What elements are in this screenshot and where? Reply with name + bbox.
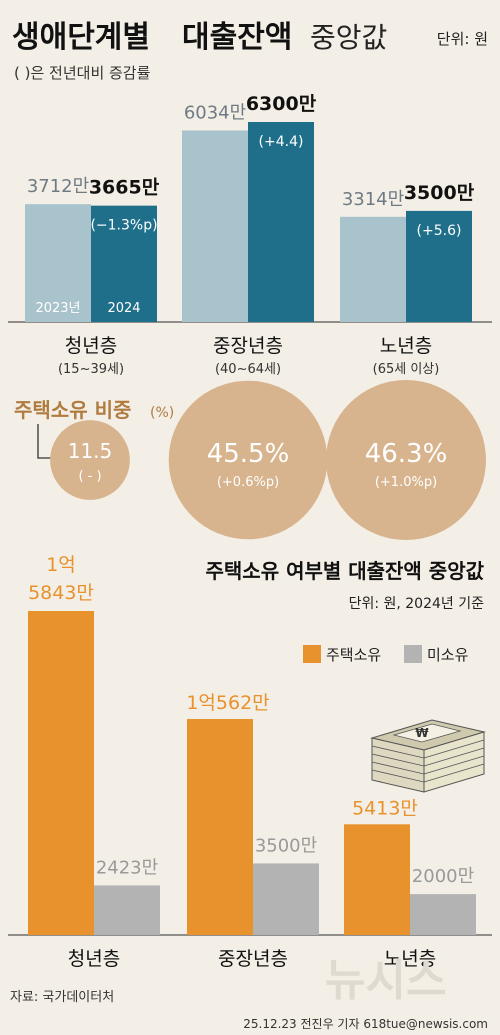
svg-text:₩: ₩ bbox=[415, 726, 429, 740]
bubble-value-2: 46.3% bbox=[365, 439, 448, 469]
label-owner-line1-0: 1억 bbox=[46, 554, 76, 576]
bar-2024-2 bbox=[406, 210, 472, 322]
title-part-b: 대출잔액 bbox=[182, 20, 292, 55]
bubble-value-0: 11.5 bbox=[68, 439, 113, 463]
label-2023-1: 6034만 bbox=[184, 102, 246, 123]
label-nonowner-1: 3500만 bbox=[255, 835, 317, 856]
category-label-1: 중장년층 bbox=[213, 335, 283, 357]
category-label-2: 노년층 bbox=[380, 335, 432, 357]
label-owner-line2-0: 5843만 bbox=[28, 582, 94, 604]
label-2024-0: 3665만 bbox=[89, 177, 160, 199]
legend-swatch-owner bbox=[303, 645, 321, 663]
unit-label: 단위: 원 bbox=[437, 30, 488, 48]
category-label-0: 청년층 bbox=[65, 335, 117, 357]
money-stack-icon: ₩ bbox=[370, 719, 486, 793]
credit-line: 25.12.23 전진우 기자 618tue@newsis.com bbox=[243, 1017, 488, 1031]
label-nonowner-2: 2000만 bbox=[412, 866, 474, 887]
label-2024-2: 3500만 bbox=[404, 182, 475, 204]
chart1-group: 3712만 3665만 (−1.3%p) 2023년 2024 청년층 (15~39세) 60… bbox=[25, 93, 475, 377]
label-nonowner-0: 2423만 bbox=[96, 857, 158, 878]
legend-label-nonowner: 미소유 bbox=[427, 646, 469, 664]
label-2023-2: 3314만 bbox=[342, 189, 404, 210]
legend-swatch-nonowner bbox=[404, 645, 422, 663]
chart3-category-label-1: 중장년층 bbox=[218, 948, 288, 970]
source-note: 자료: 국가데이터처 bbox=[10, 990, 114, 1005]
chart2-group: 11.5 ( - ) 45.5% (+0.6%p) 46.3% (+1.0%p) bbox=[50, 380, 486, 540]
bubble-change-2: (+1.0%p) bbox=[375, 475, 437, 490]
bubble-change-1: (+0.6%p) bbox=[217, 475, 279, 490]
bubble-1 bbox=[168, 380, 328, 540]
bubble-chart-legend: 주택소유 비중 (%) bbox=[14, 398, 174, 459]
chart3-subtitle: 단위: 원, 2024년 기준 bbox=[349, 596, 485, 612]
bar-2023-2 bbox=[340, 216, 406, 322]
change-2024-2: (+5.6) bbox=[417, 223, 462, 239]
change-note: ( )은 전년대비 증감률 bbox=[14, 64, 151, 82]
title-part-c: 중앙값 bbox=[310, 21, 387, 54]
category-sub-label-0: (15~39세) bbox=[58, 362, 124, 377]
chart3-category-label-2: 노년층 bbox=[384, 948, 436, 970]
bar-owner-0 bbox=[28, 611, 94, 935]
bubble-chart-unit: (%) bbox=[150, 405, 174, 421]
year-label-2024: 2024 bbox=[107, 301, 140, 316]
bar-nonowner-1 bbox=[253, 863, 319, 935]
bar-2024-0 bbox=[91, 205, 157, 322]
bar-2024-1 bbox=[248, 122, 314, 322]
label-owner-line1-1: 1억562만 bbox=[186, 692, 269, 714]
category-sub-label-2: (65세 이상) bbox=[373, 362, 440, 377]
bubble-change-0: ( - ) bbox=[78, 469, 101, 484]
bar-nonowner-0 bbox=[94, 885, 160, 935]
newsis-watermark: 뉴시스 bbox=[325, 955, 446, 1006]
legend-label-owner: 주택소유 bbox=[326, 646, 381, 664]
change-2024-1: (+4.4) bbox=[259, 134, 304, 150]
bubble-0 bbox=[50, 420, 130, 500]
label-2024-1: 6300만 bbox=[246, 93, 317, 115]
label-owner-line1-2: 5413만 bbox=[352, 797, 418, 819]
bar-owner-1 bbox=[187, 719, 253, 935]
chart3-category-label-0: 청년층 bbox=[68, 948, 120, 970]
bar-nonowner-2 bbox=[410, 894, 476, 935]
bar-2023-1 bbox=[182, 130, 248, 322]
year-label-2023: 2023년 bbox=[35, 301, 80, 316]
bar-2023-0 bbox=[25, 204, 91, 322]
chart3-title: 주택소유 여부별 대출잔액 중앙값 bbox=[206, 559, 485, 583]
bubble-2 bbox=[326, 380, 486, 540]
bar-owner-2 bbox=[344, 824, 410, 935]
label-2023-0: 3712만 bbox=[27, 176, 89, 197]
category-sub-label-1: (40~64세) bbox=[215, 362, 281, 377]
bubble-value-1: 45.5% bbox=[207, 439, 290, 469]
bubble-chart-title: 주택소유 비중 bbox=[14, 398, 131, 422]
change-2024-0: (−1.3%p) bbox=[90, 218, 157, 234]
title-part-a: 생애단계별 bbox=[12, 20, 150, 55]
